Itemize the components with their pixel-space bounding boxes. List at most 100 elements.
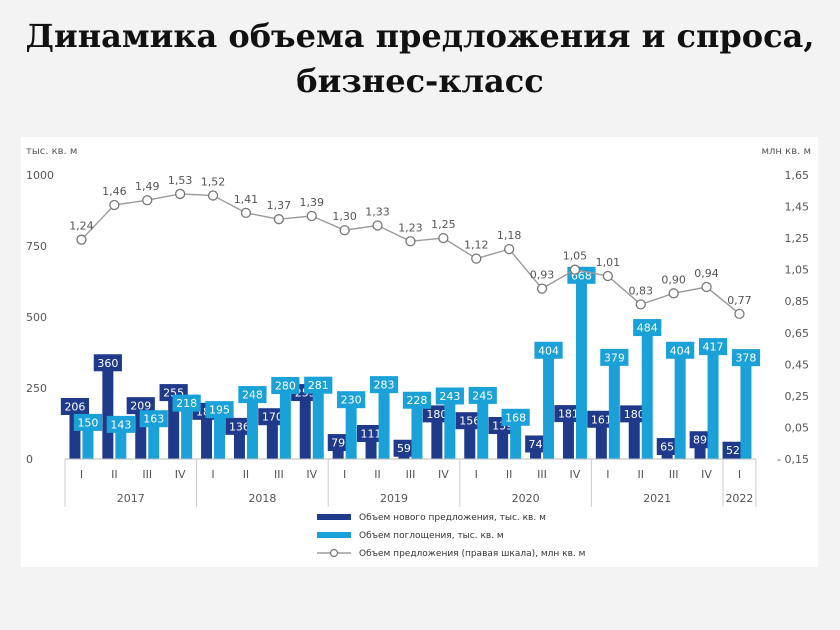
new-supply-bars: 2063602092551891361702557911159180156139… [60,354,744,459]
supply-line-point [273,214,285,225]
absorption-label-box [337,391,366,409]
quarter-tick-label: IV [701,468,712,481]
supply-line-label: 1,37 [267,199,292,212]
new-supply-label: 156 [459,415,480,428]
supply-line-label: 1,41 [234,193,259,206]
absorption-label-box [139,410,168,428]
absorption-bar [279,379,291,459]
new-supply-bar [266,410,278,459]
absorption-label-box [534,341,563,359]
quarter-tick-label: III [406,468,416,481]
absorption-label: 150 [77,416,98,429]
new-supply-label: 65 [660,441,674,454]
new-supply-label-box [327,434,349,452]
title-line-1: Динамика объема предложения и спроса, [25,17,815,55]
legend-swatch-new-supply [317,514,351,520]
new-supply-bar [233,420,245,459]
new-supply-bar [168,386,180,459]
legend-swatch-absorption [317,532,351,538]
supply-line-point [503,244,515,255]
absorption-label: 283 [374,379,395,392]
supply-line-label: 1,33 [365,205,390,218]
absorption-bar [510,411,522,459]
absorption-label-box [501,408,530,426]
year-label: 2022 [725,492,753,505]
legend-label-new-supply: Объем нового предложения, тыс. кв. м [359,513,546,523]
new-supply-label: 170 [262,411,283,424]
left-tick-label: 250 [26,382,47,395]
supply-line-point [339,225,350,236]
right-tick-label: 1,45 [785,201,810,214]
absorption-bar [214,403,226,459]
supply-line-label: 0,93 [530,269,555,282]
chart: тыс. кв. м млн кв. м 0 250 500 750 1000 - 0,… [26,146,811,559]
absorption-bar [345,393,357,459]
right-tick-label: 0,85 [785,295,810,308]
new-supply-label-box [620,405,649,423]
quarter-tick-label: II [638,468,645,481]
supply-line-label: 0,94 [694,267,719,280]
supply-line-point [76,234,87,245]
quarter-tick-label: IV [175,468,186,481]
chart-panel: тыс. кв. м млн кв. м 0 250 500 750 1000 - 0,… [21,137,818,567]
absorption-label-box [106,415,135,433]
absorption-label: 218 [176,397,197,410]
absorption-label: 379 [604,351,625,364]
absorption-bar [740,351,752,459]
new-supply-label-box [656,438,678,456]
supply-line-point [668,288,679,299]
absorption-bar [707,340,719,459]
new-supply-bar [299,386,311,459]
absorption-bar [82,416,94,459]
absorption-bar [148,412,160,459]
quarter-tick-label: I [738,468,741,481]
right-tick-label: - 0,15 [777,453,809,466]
year-label: 2020 [512,492,540,505]
supply-line-point [734,308,745,319]
absorption-bar [608,351,620,459]
absorption-bar [543,344,555,459]
right-tick-label: 0,05 [785,421,810,434]
legend-label-absorption: Объем поглощения, тыс. кв. м [359,531,504,541]
new-supply-bar [431,407,443,459]
absorption-label: 195 [209,404,230,417]
absorption-label: 228 [406,394,427,407]
quarter-tick-label: I [475,468,478,481]
new-supply-label-box [422,405,451,423]
right-tick-label: 0,65 [785,327,810,340]
new-supply-label: 360 [97,357,118,370]
supply-line-point [372,220,383,231]
supply-line-label: 1,25 [431,218,456,231]
supply-line-label: 0,77 [727,294,752,307]
absorption-label: 245 [472,389,493,402]
quarter-tick-label: I [80,468,83,481]
new-supply-label-box [455,412,484,430]
quarter-tick-label: III [669,468,679,481]
absorption-bar [674,344,686,459]
absorption-bar [641,321,653,459]
absorption-label-box [172,394,201,412]
new-supply-label-box [393,439,415,457]
right-tick-label: 0,25 [785,390,810,403]
absorption-bar [477,389,489,459]
quarter-tick-label: III [274,468,284,481]
right-tick-label: 1,65 [785,169,810,182]
legend-swatch-supply-point [329,548,339,558]
new-supply-label: 161 [591,413,612,426]
absorption-bar [411,394,423,459]
new-supply-label-box [689,431,711,449]
right-tick-label: 0,45 [785,358,810,371]
left-axis-unit: тыс. кв. м [26,146,77,157]
new-supply-bar [464,414,476,459]
absorption-label: 163 [143,413,164,426]
supply-line-point [405,236,416,247]
new-supply-label: 89 [693,434,707,447]
new-supply-bar [497,419,509,459]
quarter-tick-label: II [111,468,118,481]
absorption-label: 404 [670,344,691,357]
quarter-tick-label: III [142,468,152,481]
page-title: Динамика объема предложения и спроса, би… [0,14,840,104]
supply-line-point [109,199,120,211]
new-supply-label: 111 [361,427,382,440]
year-label: 2019 [380,492,408,505]
